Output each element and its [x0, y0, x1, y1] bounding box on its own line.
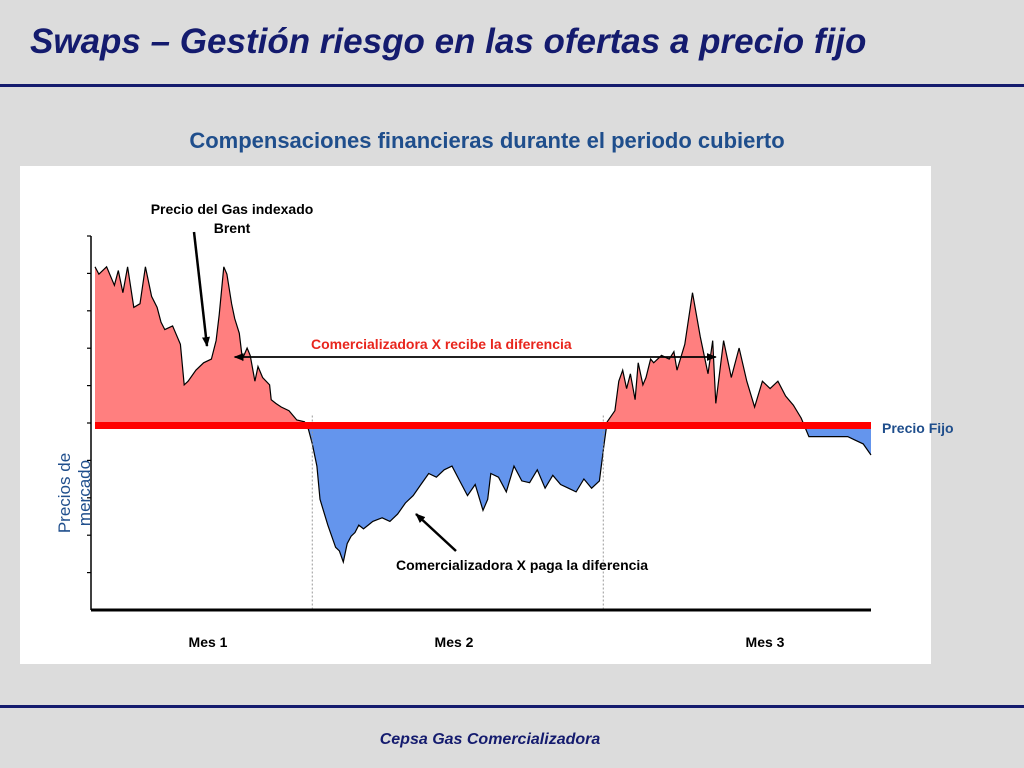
chart-title: Compensaciones financieras durante el pe… — [189, 128, 785, 153]
slide-title: Swaps – Gestión riesgo en las ofertas a … — [30, 22, 867, 61]
title-rule — [0, 84, 1024, 87]
footer-text: Cepsa Gas Comercializadora — [379, 731, 601, 748]
y-axis-label: Precios de mercado — [55, 452, 94, 534]
chart-axes — [87, 235, 871, 612]
receive-annotation: Comercializadora X recibe la diferencia — [311, 336, 572, 352]
brent-annotation-line-2: Brent — [213, 220, 251, 236]
receive-area — [95, 266, 805, 426]
brent-pointer-arrow — [192, 231, 210, 347]
chart-area — [87, 231, 872, 612]
footer-rule — [0, 705, 1024, 708]
pay-pointer-arrow — [415, 513, 457, 552]
brent-annotation-line-1: Precio del Gas indexado — [150, 201, 314, 217]
tick-label-mes-1: Mes 1 — [188, 634, 228, 650]
pay-annotation: Comercializadora X paga la diferencia — [396, 557, 649, 573]
brent-annotation: Precio del Gas indexado Brent — [132, 200, 332, 238]
chart-panel — [20, 166, 931, 664]
tick-label-mes-3: Mes 3 — [745, 634, 785, 650]
pay-area — [306, 425, 872, 563]
tick-label-mes-2: Mes 2 — [434, 634, 474, 650]
fixed-price-label: Precio Fijo — [882, 420, 954, 436]
